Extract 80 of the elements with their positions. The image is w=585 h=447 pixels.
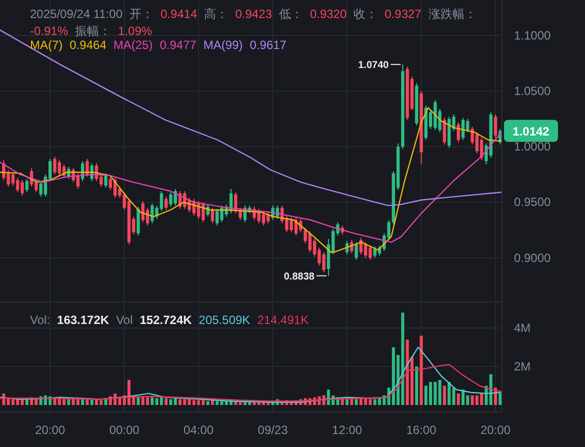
annotation: 0.9320 bbox=[310, 7, 347, 21]
bar bbox=[456, 393, 460, 405]
bar bbox=[178, 399, 182, 405]
bar bbox=[415, 366, 418, 405]
y-tick-label: 1.0500 bbox=[514, 84, 552, 98]
candlestick bbox=[234, 192, 238, 214]
candlestick bbox=[86, 158, 89, 178]
annotation: 0.9423 bbox=[235, 7, 272, 21]
bar bbox=[420, 336, 423, 405]
y-tick-label: 1.0000 bbox=[514, 140, 552, 154]
annotation: Vol bbox=[116, 313, 133, 327]
bar bbox=[448, 382, 451, 405]
line-series bbox=[0, 107, 502, 253]
candlestick bbox=[104, 172, 108, 188]
bar bbox=[354, 399, 358, 405]
annotation: Vol: bbox=[30, 313, 50, 327]
annotation: 214.491K bbox=[257, 313, 309, 327]
bar bbox=[67, 399, 70, 405]
text: MA(99) bbox=[203, 38, 243, 52]
x-tick-label: 12:00 bbox=[332, 423, 362, 437]
line-series bbox=[0, 346, 502, 403]
bar bbox=[489, 374, 492, 405]
annotation: 0.9477 bbox=[160, 38, 197, 52]
annotation: 0.9464 bbox=[70, 38, 107, 52]
bar bbox=[210, 400, 214, 405]
bar bbox=[216, 401, 219, 405]
annotation: -0.91% bbox=[30, 24, 68, 38]
bar bbox=[174, 398, 177, 405]
annotation: 205.509K bbox=[198, 313, 250, 327]
candlestick bbox=[11, 172, 15, 186]
candlestick bbox=[350, 240, 354, 254]
x-tick-label: 16:00 bbox=[406, 423, 437, 437]
text: MA(7) bbox=[30, 38, 63, 52]
bar bbox=[104, 399, 108, 405]
bar bbox=[438, 380, 442, 405]
bar bbox=[442, 386, 446, 405]
candlestick bbox=[25, 178, 29, 193]
annotation: 163.172K bbox=[57, 313, 110, 327]
y-tick-label: 0.9000 bbox=[514, 250, 552, 265]
text: 2025/09/24 11:00 bbox=[30, 7, 123, 21]
annotation: 高： bbox=[204, 7, 228, 21]
y-tick-label: 1.1000 bbox=[514, 28, 552, 43]
bar bbox=[150, 397, 154, 405]
annotation: 1.09% bbox=[118, 24, 152, 38]
annotation: 0.9414 bbox=[160, 7, 198, 21]
y-tick-label: 2M bbox=[514, 359, 531, 374]
annotation: 开： bbox=[130, 7, 154, 21]
annotation: 低： bbox=[278, 7, 303, 21]
bar bbox=[238, 402, 242, 405]
bar bbox=[206, 401, 210, 405]
candlestick bbox=[164, 196, 168, 210]
line-series bbox=[0, 132, 502, 243]
text: MA(25) bbox=[113, 38, 153, 52]
candlestick bbox=[494, 114, 498, 138]
annotation: 152.724K bbox=[140, 313, 192, 327]
candlestick bbox=[354, 242, 358, 260]
line-series bbox=[0, 364, 502, 402]
annotation: 1.0142 bbox=[512, 124, 550, 138]
annotation: 0.8838 bbox=[284, 271, 315, 282]
annotation: 1.0740 bbox=[358, 60, 390, 71]
bar bbox=[164, 398, 168, 405]
bar bbox=[169, 399, 172, 405]
bar bbox=[498, 393, 502, 405]
x-tick-label: 00:00 bbox=[109, 423, 140, 437]
x-tick-label: 04:00 bbox=[184, 423, 214, 437]
bar bbox=[346, 399, 349, 405]
x-tick-label: 20:00 bbox=[35, 423, 66, 437]
x-tick-label: 20:00 bbox=[480, 423, 511, 437]
bar bbox=[86, 399, 89, 405]
bar bbox=[462, 390, 465, 405]
annotation: 0.9617 bbox=[250, 38, 287, 52]
annotation: 振幅： bbox=[75, 24, 112, 38]
annotation: 收： bbox=[354, 7, 378, 21]
annotation: 涨跌幅： bbox=[428, 7, 476, 21]
annotation: 0.9327 bbox=[384, 7, 422, 21]
bar bbox=[90, 399, 94, 405]
y-tick-label: 4M bbox=[514, 320, 531, 335]
y-tick-label: 0.9500 bbox=[514, 195, 552, 210]
x-tick-label: 09/23 bbox=[258, 423, 288, 437]
bar bbox=[76, 399, 80, 405]
